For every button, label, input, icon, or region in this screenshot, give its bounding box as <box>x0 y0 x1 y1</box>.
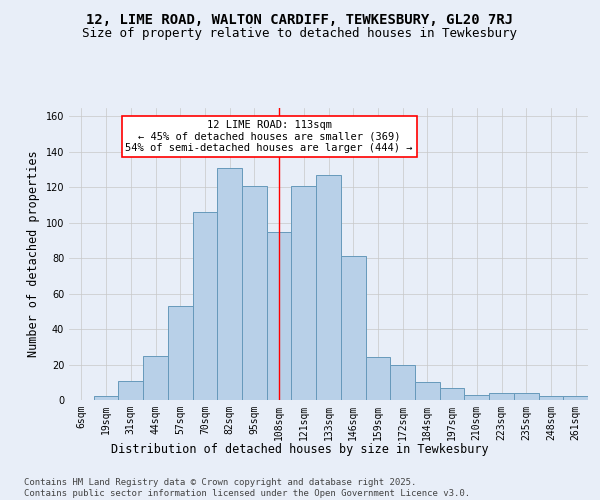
Bar <box>514 393 539 400</box>
Bar <box>365 358 390 400</box>
Bar <box>440 388 464 400</box>
Bar <box>143 356 168 400</box>
Text: Distribution of detached houses by size in Tewkesbury: Distribution of detached houses by size … <box>111 442 489 456</box>
Bar <box>341 256 365 400</box>
Text: Contains HM Land Registry data © Crown copyright and database right 2025.
Contai: Contains HM Land Registry data © Crown c… <box>24 478 470 498</box>
Bar <box>242 186 267 400</box>
Bar <box>489 393 514 400</box>
Bar <box>193 212 217 400</box>
Text: 12 LIME ROAD: 113sqm
← 45% of detached houses are smaller (369)
54% of semi-deta: 12 LIME ROAD: 113sqm ← 45% of detached h… <box>125 120 413 153</box>
Bar <box>390 364 415 400</box>
Y-axis label: Number of detached properties: Number of detached properties <box>27 150 40 357</box>
Bar <box>415 382 440 400</box>
Bar <box>168 306 193 400</box>
Bar <box>217 168 242 400</box>
Bar <box>539 396 563 400</box>
Text: 12, LIME ROAD, WALTON CARDIFF, TEWKESBURY, GL20 7RJ: 12, LIME ROAD, WALTON CARDIFF, TEWKESBUR… <box>86 12 514 26</box>
Bar <box>464 394 489 400</box>
Bar <box>94 396 118 400</box>
Bar <box>118 380 143 400</box>
Bar <box>267 232 292 400</box>
Bar <box>316 175 341 400</box>
Bar <box>563 396 588 400</box>
Bar <box>292 186 316 400</box>
Text: Size of property relative to detached houses in Tewkesbury: Size of property relative to detached ho… <box>83 28 517 40</box>
